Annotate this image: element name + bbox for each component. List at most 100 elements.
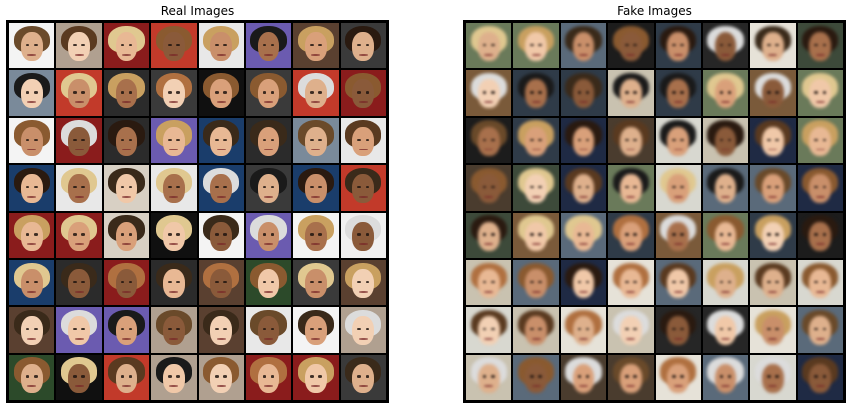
eye-shape <box>365 43 370 47</box>
eye-shape <box>262 328 267 331</box>
mouth-shape <box>358 195 368 198</box>
face-shape <box>714 174 737 204</box>
face-shape <box>257 79 280 109</box>
eye-shape <box>490 280 495 283</box>
face-shape <box>210 79 233 109</box>
eye-shape <box>128 233 133 236</box>
mouth-shape <box>74 148 84 151</box>
real-face-image <box>9 23 55 69</box>
mouth-shape <box>768 195 778 198</box>
mouth-shape <box>815 338 825 340</box>
real-face-image <box>56 212 102 258</box>
eye-shape <box>814 328 819 331</box>
face-shape <box>210 174 233 204</box>
eye-shape <box>215 233 219 236</box>
eye-shape <box>120 43 125 47</box>
eye-shape <box>767 233 771 236</box>
mouth-shape <box>74 243 84 246</box>
face-shape <box>477 268 500 298</box>
mouth-shape <box>27 101 37 104</box>
real-face-image <box>56 354 102 400</box>
face-shape <box>762 221 784 251</box>
mouth-shape <box>74 53 84 56</box>
eye-shape <box>318 280 322 283</box>
eye-shape <box>176 91 180 94</box>
eye-shape <box>215 43 219 47</box>
eye-shape <box>822 328 827 331</box>
real-face-image <box>103 212 150 258</box>
eye-shape <box>633 91 637 94</box>
eye-shape <box>73 138 77 141</box>
eye-shape <box>25 233 30 236</box>
fake-face-image <box>702 259 749 306</box>
real-face-image <box>340 23 386 69</box>
mouth-shape <box>531 338 541 340</box>
real-face-image <box>293 307 339 353</box>
real-face-image <box>9 165 55 211</box>
fake-face-image <box>655 307 701 353</box>
eye-shape <box>81 185 85 189</box>
mouth-shape <box>121 243 131 246</box>
eye-shape <box>128 43 133 47</box>
eye-shape <box>767 91 771 94</box>
mouth-shape <box>358 338 368 340</box>
real-face-image <box>198 354 244 400</box>
mouth-shape <box>358 243 368 246</box>
real-face-image <box>293 259 339 306</box>
face-shape <box>352 221 375 251</box>
eye-shape <box>120 91 125 94</box>
fake-face-image <box>750 23 796 69</box>
real-images-grid <box>6 20 389 403</box>
face-shape <box>619 32 642 62</box>
eye-shape <box>128 328 133 331</box>
mouth-shape <box>74 385 84 388</box>
mouth-shape <box>626 195 636 198</box>
fake-face-image <box>608 117 654 164</box>
mouth-shape <box>721 385 731 388</box>
eye-shape <box>365 91 370 94</box>
face-shape <box>525 316 547 346</box>
eye-shape <box>727 138 732 141</box>
fake-face-image <box>655 165 701 211</box>
real-face-image <box>56 70 102 116</box>
real-face-image <box>103 23 150 69</box>
eye-shape <box>577 185 582 189</box>
eye-shape <box>530 233 534 236</box>
real-face-image <box>151 165 197 211</box>
mouth-shape <box>626 53 636 56</box>
eye-shape <box>167 233 172 236</box>
eye-shape <box>633 280 637 283</box>
eye-shape <box>775 43 779 47</box>
face-shape <box>572 32 595 62</box>
face-shape <box>477 126 500 156</box>
mouth-shape <box>74 290 84 293</box>
mouth-shape <box>121 148 131 151</box>
eye-shape <box>365 185 370 189</box>
eye-shape <box>482 375 487 378</box>
eye-shape <box>767 328 771 331</box>
eye-shape <box>73 185 77 189</box>
face-shape <box>210 316 233 346</box>
eye-shape <box>490 328 495 331</box>
face-shape <box>257 221 280 251</box>
fake-face-image <box>702 165 749 211</box>
eye-shape <box>814 233 819 236</box>
eye-shape <box>120 233 125 236</box>
real-face-image <box>340 212 386 258</box>
face-shape <box>257 268 280 298</box>
face-shape <box>619 79 642 109</box>
mouth-shape <box>626 338 636 340</box>
eye-shape <box>81 375 85 378</box>
eye-shape <box>624 328 629 331</box>
eye-shape <box>270 233 275 236</box>
face-shape <box>68 221 90 251</box>
eye-shape <box>577 328 582 331</box>
real-face-image <box>293 117 339 164</box>
eye-shape <box>357 328 362 331</box>
face-shape <box>619 126 642 156</box>
face-shape <box>525 79 547 109</box>
face-shape <box>572 268 595 298</box>
eye-shape <box>585 43 590 47</box>
eye-shape <box>822 43 827 47</box>
mouth-shape <box>311 53 321 56</box>
